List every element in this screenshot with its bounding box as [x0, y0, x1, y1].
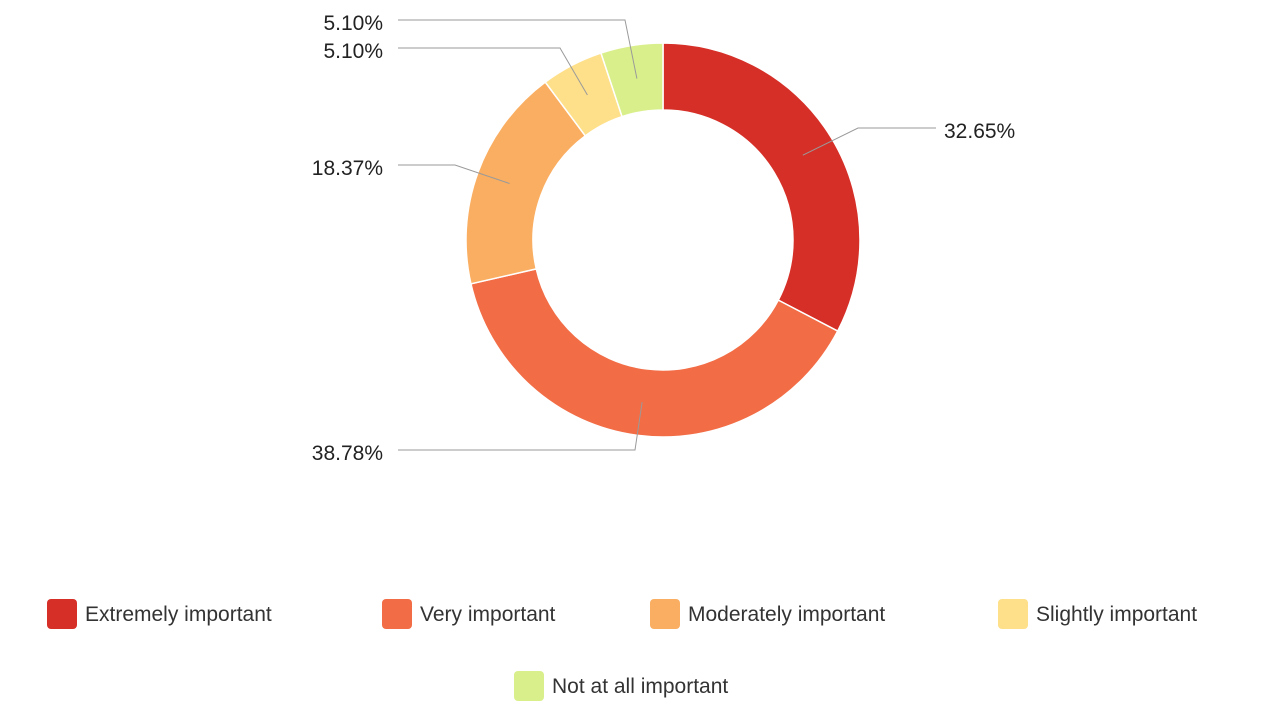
- legend-swatch-not-at-all-important: [514, 671, 544, 701]
- leader-line-extremely-important: [802, 127, 936, 156]
- data-label-very-important: 38.78%: [312, 442, 383, 465]
- legend-label-moderately-important: Moderately important: [688, 603, 885, 626]
- slice-very-important: [470, 268, 839, 438]
- chart-legend: Extremely important Very important Moderat…: [47, 599, 1197, 701]
- legend-swatch-moderately-important: [650, 599, 680, 629]
- legend-swatch-very-important: [382, 599, 412, 629]
- slice-extremely-important: [662, 42, 861, 333]
- legend-label-not-at-all-important: Not at all important: [552, 675, 728, 698]
- leader-line-not-at-all-important: [398, 19, 638, 79]
- legend-label-very-important: Very important: [420, 603, 556, 626]
- legend-item-very-important: Very important: [382, 599, 556, 629]
- slice-labels: 32.65% 38.78% 18.37% 5.10% 5.10%: [312, 12, 1015, 465]
- legend-swatch-extremely-important: [47, 599, 77, 629]
- data-label-extremely-important: 32.65%: [944, 120, 1015, 143]
- slice-not-at-all-important: [599, 42, 664, 118]
- legend-swatch-slightly-important: [998, 599, 1028, 629]
- data-label-not-at-all-important: 5.10%: [323, 12, 383, 35]
- leader-lines: [398, 19, 936, 451]
- data-label-slightly-important: 5.10%: [323, 40, 383, 63]
- legend-item-moderately-important: Moderately important: [650, 599, 885, 629]
- legend-label-slightly-important: Slightly important: [1036, 603, 1197, 626]
- leader-line-moderately-important: [398, 164, 510, 184]
- data-label-moderately-important: 18.37%: [312, 157, 383, 180]
- legend-item-extremely-important: Extremely important: [47, 599, 272, 629]
- leader-line-slightly-important: [398, 47, 588, 96]
- legend-item-slightly-important: Slightly important: [998, 599, 1197, 629]
- legend-item-not-at-all-important: Not at all important: [514, 671, 728, 701]
- legend-label-extremely-important: Extremely important: [85, 603, 272, 626]
- leader-line-very-important: [398, 402, 643, 451]
- donut-slices: [465, 42, 861, 438]
